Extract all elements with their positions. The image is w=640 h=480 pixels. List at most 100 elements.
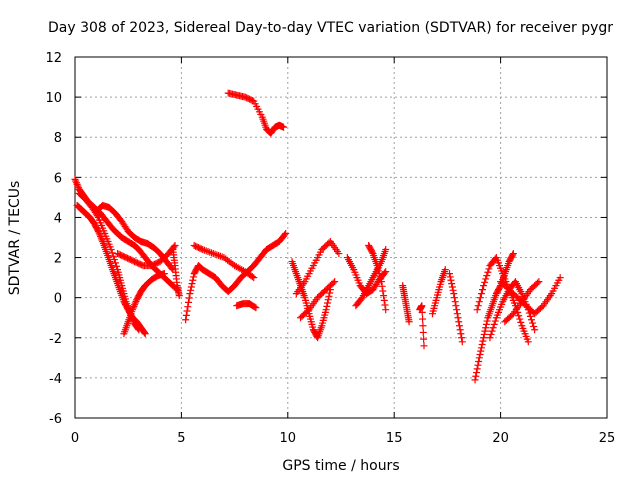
data-point — [329, 279, 337, 287]
data-point — [441, 266, 449, 274]
data-point — [529, 319, 537, 327]
data-point — [480, 282, 488, 290]
data-point — [476, 350, 484, 358]
data-point — [474, 361, 482, 369]
data-point — [446, 273, 454, 281]
data-point — [488, 327, 496, 335]
data-point — [515, 312, 523, 320]
data-point — [248, 273, 256, 281]
data-point — [282, 229, 290, 237]
data-point — [97, 234, 105, 242]
data-point — [107, 246, 115, 254]
x-tick-label: 0 — [71, 431, 79, 446]
data-point — [94, 227, 102, 235]
data-point — [418, 302, 426, 310]
data-point — [381, 269, 389, 277]
data-point — [535, 278, 543, 286]
data-point — [378, 282, 386, 290]
data-point — [129, 304, 137, 312]
data-point — [419, 328, 427, 336]
data-point — [455, 322, 463, 330]
data-point — [112, 262, 120, 270]
data-point — [131, 299, 139, 307]
data-point — [487, 330, 495, 338]
series-arc-04 — [120, 270, 168, 338]
x-tick-label: 25 — [599, 431, 616, 446]
x-axis-label: GPS time / hours — [282, 458, 399, 474]
series-arc-14 — [297, 278, 339, 322]
data-point — [141, 330, 149, 338]
data-point — [457, 330, 465, 338]
data-point — [252, 304, 260, 312]
data-point — [335, 250, 343, 258]
y-tick-label: -2 — [49, 332, 62, 347]
data-point — [380, 296, 388, 304]
data-point — [472, 369, 480, 377]
data-point — [280, 123, 288, 131]
data-point — [129, 316, 137, 324]
data-point — [175, 292, 183, 300]
data-point — [471, 376, 479, 384]
data-point — [251, 303, 259, 311]
data-point — [128, 306, 136, 314]
data-point — [484, 268, 492, 276]
data-point — [480, 334, 488, 342]
data-point — [458, 334, 466, 342]
data-point — [184, 303, 192, 311]
data-point — [135, 326, 143, 334]
data-point — [489, 324, 497, 332]
data-point — [131, 301, 139, 309]
data-point — [187, 286, 195, 294]
data-point — [188, 280, 196, 288]
data-point — [94, 226, 102, 234]
data-point — [381, 301, 389, 309]
data-point — [182, 311, 190, 319]
series-arc-10 — [224, 89, 288, 137]
data-point — [480, 330, 488, 338]
data-point — [530, 322, 538, 330]
data-point — [531, 326, 539, 334]
data-point — [491, 317, 499, 325]
data-point — [380, 292, 388, 300]
data-point — [477, 347, 485, 355]
data-point — [185, 294, 193, 302]
data-point — [482, 324, 490, 332]
series-arc-26 — [501, 278, 543, 326]
y-tick-label: -6 — [49, 412, 62, 427]
data-point — [160, 270, 168, 278]
series-arc-09 — [190, 242, 258, 282]
series-arc-19 — [416, 302, 428, 350]
data-point — [517, 318, 525, 326]
data-point — [420, 335, 428, 343]
x-tick-label: 10 — [280, 431, 297, 446]
data-point — [481, 327, 489, 335]
x-tick-label: 20 — [492, 431, 509, 446]
data-point — [453, 306, 461, 314]
data-point — [189, 273, 197, 281]
data-point — [490, 320, 498, 328]
data-point — [189, 276, 197, 284]
data-point — [250, 274, 258, 282]
series-arc-20 — [429, 266, 449, 318]
data-point — [419, 315, 427, 323]
data-point — [486, 334, 494, 342]
axis-ticks: 0 5 10 15 20 25 -6 -4 -2 0 2 4 6 8 10 12 — [45, 51, 615, 446]
y-tick-label: 2 — [54, 252, 62, 267]
data-point — [485, 265, 493, 273]
data-point — [481, 278, 489, 286]
data-point — [323, 302, 331, 310]
data-point — [73, 180, 81, 188]
data-point — [477, 344, 485, 352]
y-tick-label: 6 — [54, 171, 62, 186]
data-point — [476, 294, 484, 302]
data-point — [96, 231, 104, 239]
data-point — [475, 358, 483, 366]
data-point — [74, 182, 82, 190]
series-arc-08 — [182, 229, 290, 324]
data-point — [420, 342, 428, 350]
data-point — [111, 259, 119, 267]
data-point — [475, 298, 483, 306]
data-point — [475, 354, 483, 362]
data-point — [184, 298, 192, 306]
